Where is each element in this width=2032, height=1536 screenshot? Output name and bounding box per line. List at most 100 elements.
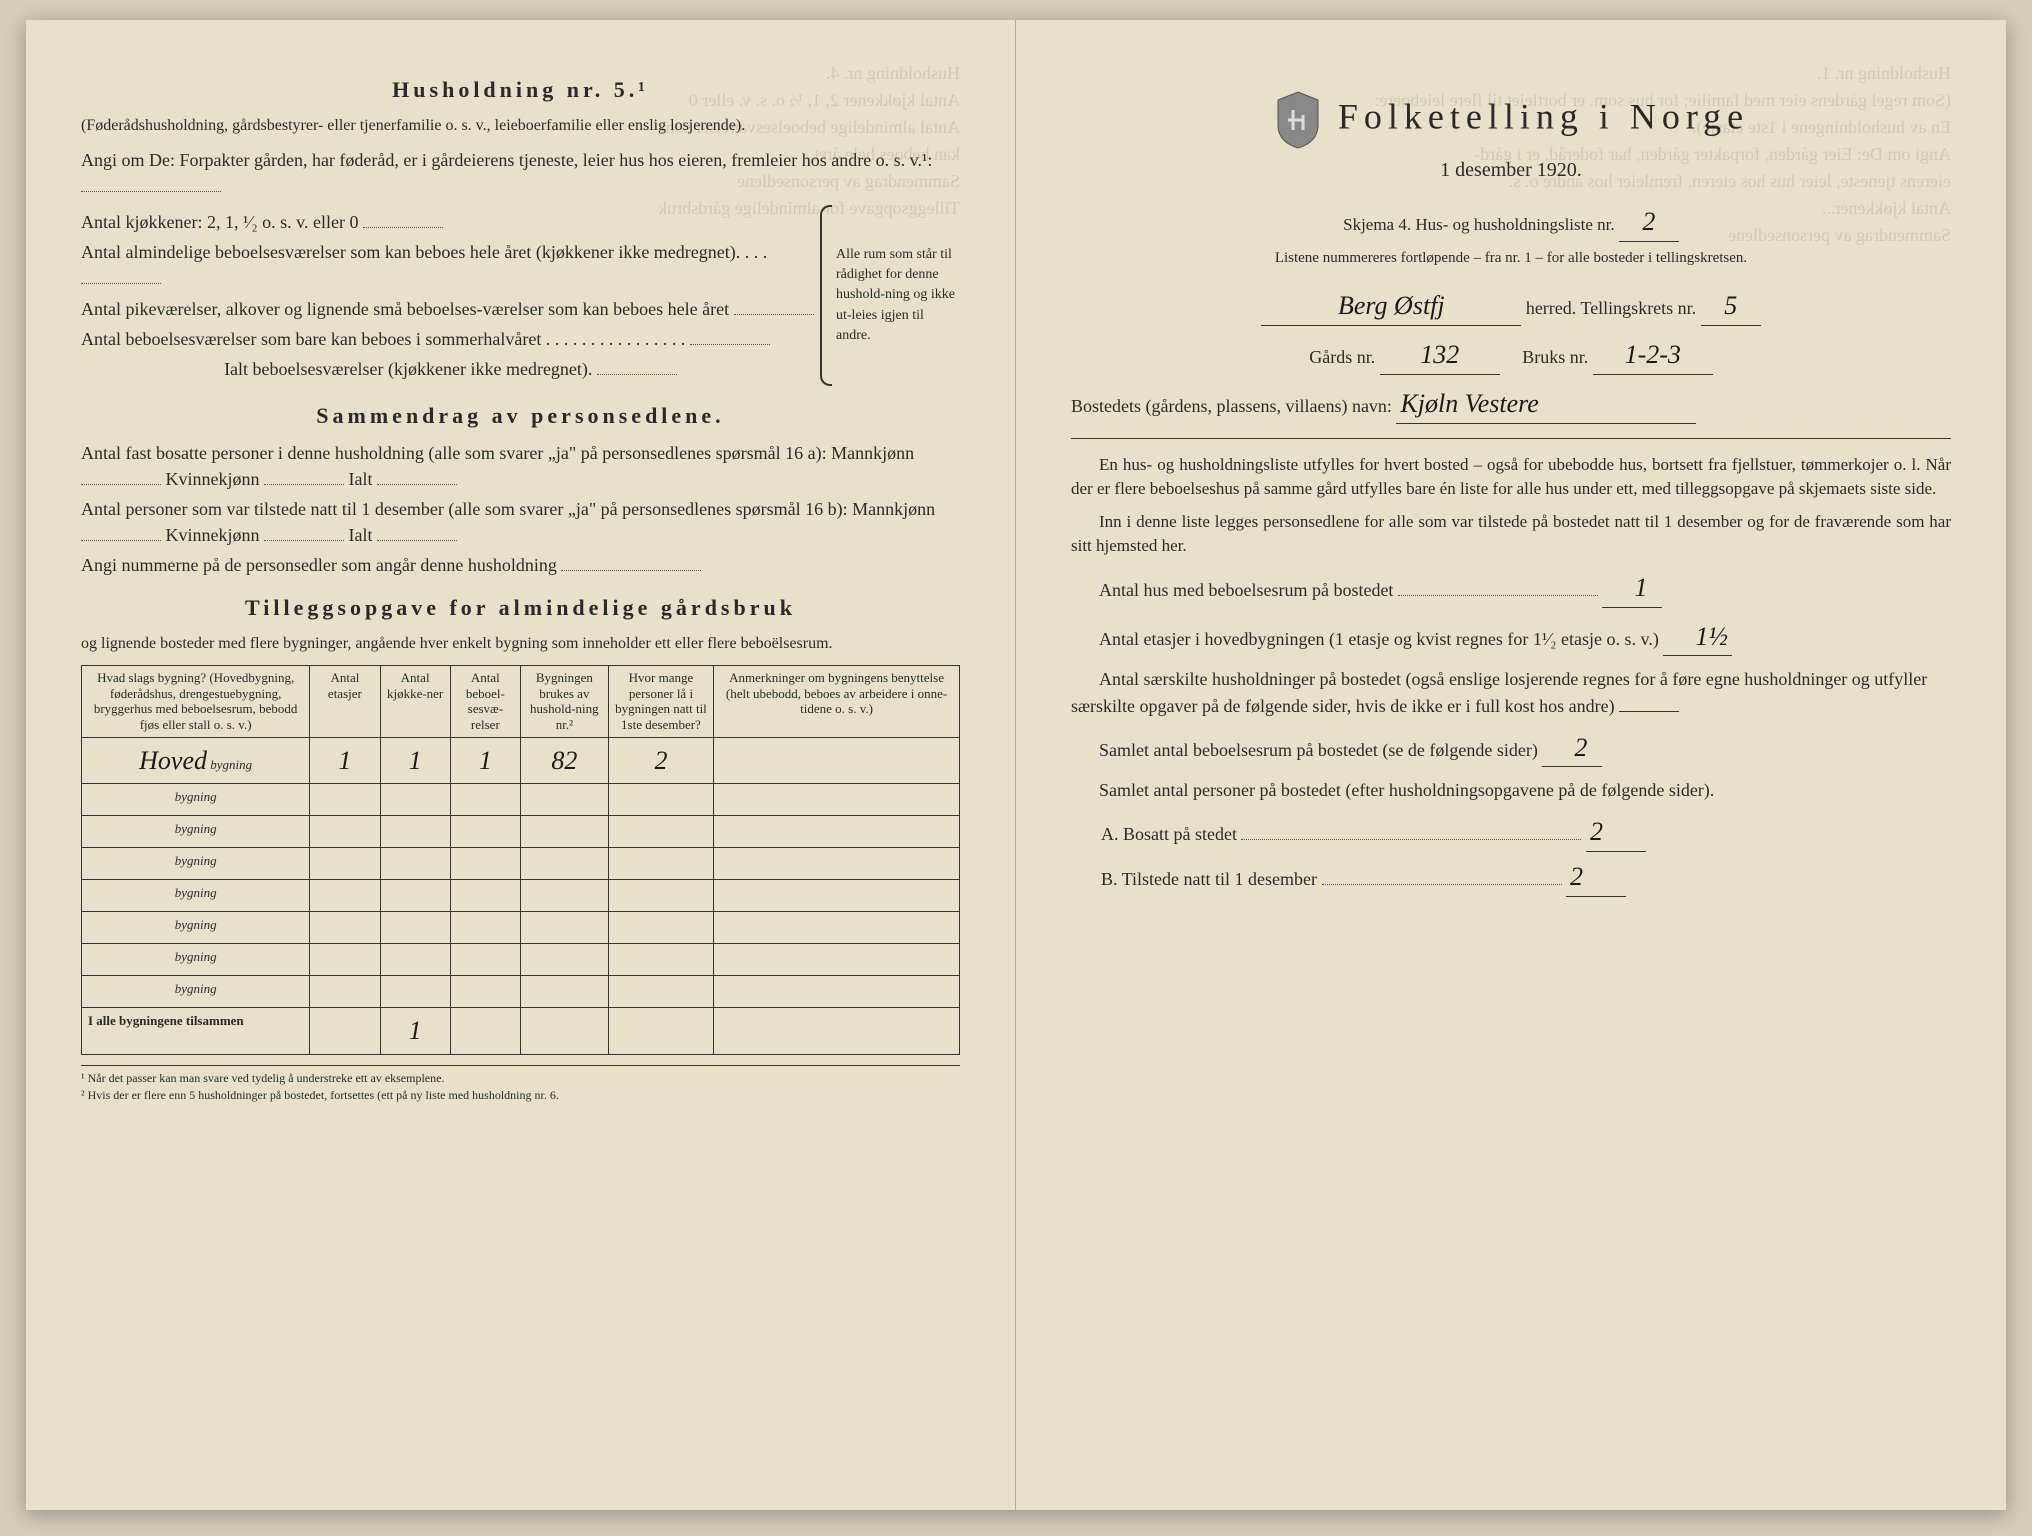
cell[interactable] [380, 912, 450, 944]
cell[interactable]: 2 [608, 737, 713, 784]
sam1-i-blank[interactable] [377, 467, 457, 485]
bygning-cell[interactable]: bygning [82, 848, 310, 880]
sam1-m-blank[interactable] [81, 467, 161, 485]
bosted-value[interactable]: Kjøln Vestere [1396, 385, 1696, 424]
cell[interactable] [520, 816, 608, 848]
cell[interactable]: 1 [450, 737, 520, 784]
sam2-k-blank[interactable] [264, 523, 344, 541]
fB-value[interactable]: 2 [1566, 858, 1626, 897]
cell[interactable] [608, 944, 713, 976]
cell[interactable] [714, 912, 960, 944]
cell[interactable] [310, 848, 380, 880]
cell[interactable] [714, 784, 960, 816]
f3-value[interactable] [1619, 711, 1679, 712]
cell[interactable] [450, 944, 520, 976]
table-foot: I alle bygningene tilsammen 1 [82, 1008, 960, 1055]
tillegg-heading: Tilleggsopgave for almindelige gårdsbruk [81, 592, 960, 624]
fA-row: A. Bosatt på stedet 2 [1101, 813, 1951, 852]
cell[interactable] [380, 816, 450, 848]
rooms-left: Antal kjøkkener: 2, 1, ¹⁄₂ o. s. v. elle… [81, 205, 820, 386]
krets-value[interactable]: 5 [1701, 287, 1761, 326]
cell[interactable] [714, 816, 960, 848]
cell[interactable] [608, 912, 713, 944]
cell[interactable] [608, 848, 713, 880]
cell[interactable] [450, 976, 520, 1008]
cell[interactable] [310, 784, 380, 816]
cell[interactable] [608, 816, 713, 848]
para-1: En hus- og husholdningsliste utfylles fo… [1071, 453, 1951, 502]
cell[interactable] [714, 976, 960, 1008]
f2-row: Antal etasjer i hovedbygningen (1 etasje… [1071, 618, 1951, 657]
cell[interactable] [714, 737, 960, 784]
cell[interactable] [520, 976, 608, 1008]
skjema-label: Skjema 4. Hus- og husholdningsliste nr. [1343, 215, 1615, 234]
cell[interactable] [520, 912, 608, 944]
table-row: bygning [82, 880, 960, 912]
bygning-cell[interactable]: bygning [82, 912, 310, 944]
left-page: Husholdning nr. 4.Antal kjøkkener 2, 1, … [26, 20, 1016, 1510]
cell[interactable] [608, 976, 713, 1008]
gards-value[interactable]: 132 [1380, 336, 1500, 375]
cell[interactable] [380, 848, 450, 880]
bygning-cell[interactable]: bygning [82, 880, 310, 912]
f4-value[interactable]: 2 [1542, 729, 1602, 768]
cell[interactable] [310, 816, 380, 848]
bygning-cell[interactable]: bygning [82, 816, 310, 848]
cell[interactable] [450, 816, 520, 848]
beboelse2-blank[interactable] [734, 297, 814, 315]
cell[interactable] [310, 912, 380, 944]
cell[interactable] [520, 944, 608, 976]
cell[interactable] [310, 944, 380, 976]
cell[interactable]: 82 [520, 737, 608, 784]
cell[interactable] [450, 784, 520, 816]
tillegg-sub: og lignende bosteder med flere bygninger… [81, 632, 960, 655]
cell[interactable] [608, 784, 713, 816]
beboelse2-label: Antal pikeværelser, alkover og lignende … [81, 299, 729, 319]
cell[interactable] [714, 848, 960, 880]
cell[interactable] [714, 944, 960, 976]
fA-value[interactable]: 2 [1586, 813, 1646, 852]
cell[interactable] [380, 880, 450, 912]
cell[interactable] [310, 880, 380, 912]
brace-note: Alle rum som står til rådighet for denne… [820, 205, 960, 386]
fB-row: B. Tilstede natt til 1 desember 2 [1101, 858, 1951, 897]
bruks-value[interactable]: 1-2-3 [1593, 336, 1713, 375]
cell[interactable] [380, 784, 450, 816]
footnotes: ¹ Når det passer kan man svare ved tydel… [81, 1065, 960, 1105]
angi-blank[interactable] [81, 174, 221, 192]
cell[interactable] [450, 912, 520, 944]
beboelse1-blank[interactable] [81, 266, 161, 284]
bygning-cell[interactable]: Hoved bygning [82, 737, 310, 784]
cell[interactable] [380, 944, 450, 976]
cell[interactable] [520, 848, 608, 880]
f1-value[interactable]: 1 [1602, 569, 1662, 608]
cell[interactable] [450, 880, 520, 912]
herred-value[interactable]: Berg Østfj [1261, 287, 1521, 326]
cell[interactable] [520, 784, 608, 816]
sam1-row: Antal fast bosatte personer i denne hush… [81, 440, 960, 492]
fA-label: A. Bosatt på stedet [1101, 824, 1237, 844]
cell[interactable]: 1 [310, 737, 380, 784]
cell[interactable] [380, 976, 450, 1008]
sam3-blank[interactable] [561, 553, 701, 571]
bygning-cell[interactable]: bygning [82, 976, 310, 1008]
cell[interactable] [450, 848, 520, 880]
beboelse3-blank[interactable] [690, 327, 770, 345]
sam2-m-blank[interactable] [81, 523, 161, 541]
sam1-k-blank[interactable] [264, 467, 344, 485]
f2-value[interactable]: 1½ [1663, 618, 1732, 657]
bygning-cell[interactable]: bygning [82, 944, 310, 976]
cell[interactable]: 1 [380, 737, 450, 784]
kjokkener-blank[interactable] [363, 210, 443, 228]
cell[interactable] [608, 880, 713, 912]
cell[interactable] [520, 880, 608, 912]
cell[interactable] [714, 880, 960, 912]
right-page: Husholdning nr. 1.(Som regel gårdens eie… [1016, 20, 2006, 1510]
cell[interactable] [310, 976, 380, 1008]
title-text: Folketelling i Norge [1338, 96, 1749, 136]
bygning-cell[interactable]: bygning [82, 784, 310, 816]
ialt-blank[interactable] [597, 357, 677, 375]
herred-label: herred. Tellingskrets nr. [1526, 298, 1696, 318]
sam2-i-blank[interactable] [377, 523, 457, 541]
skjema-value[interactable]: 2 [1619, 203, 1679, 242]
